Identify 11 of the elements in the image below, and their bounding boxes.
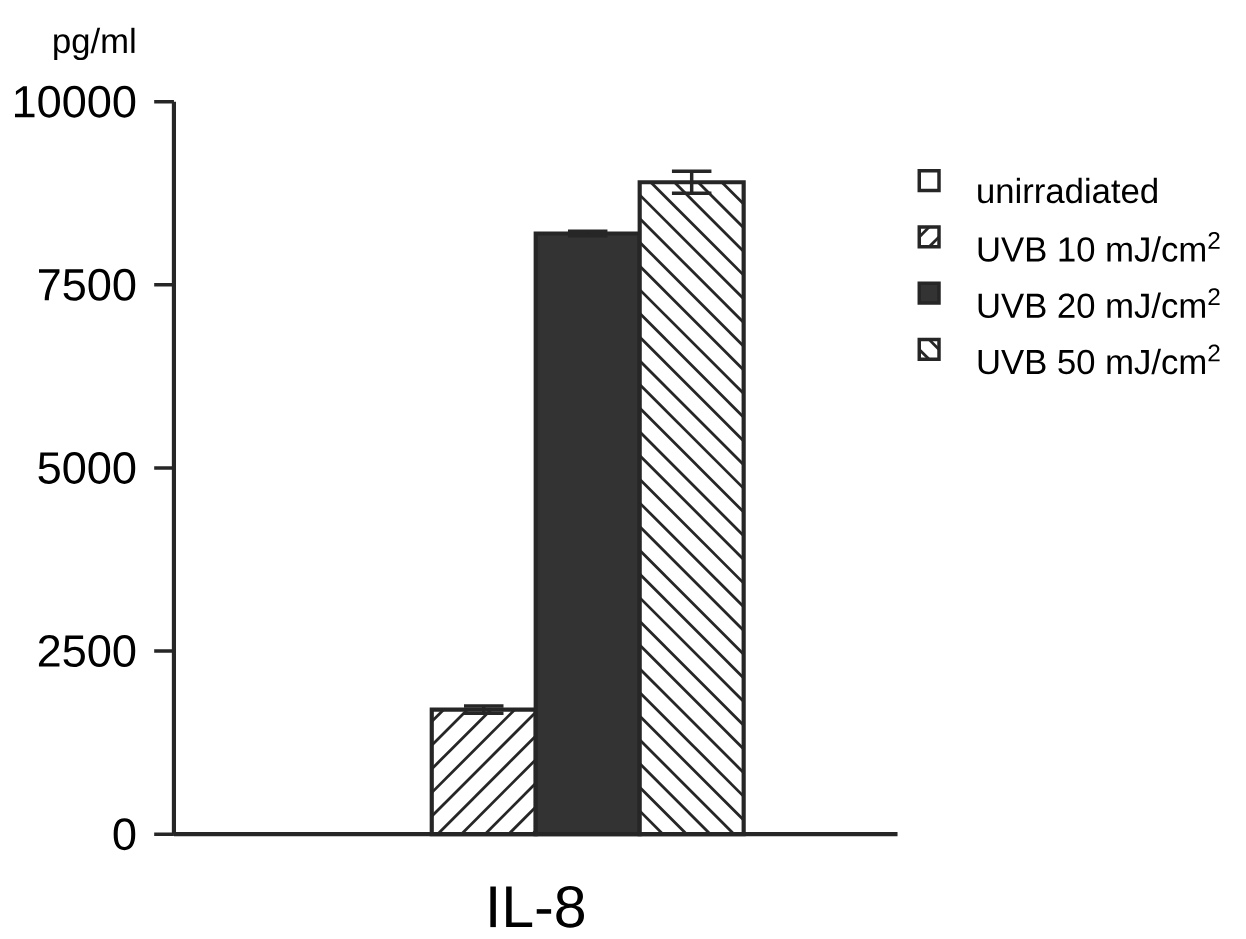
y-tick-label: 5000 [38,451,136,484]
legend-label: UVB 50 mJ/cm$^{2}$ [978,344,1220,375]
legend-label: UVB 20 mJ/cm$^{2}$ [978,288,1220,318]
legend-label: unirradiated [978,177,1157,204]
y-tick-label: 7500 [38,268,136,301]
legend-label: UVB 10 mJ/cm$^{2}$ [978,231,1220,262]
y-tick-label: 0 [113,818,136,851]
x-tick-label: IL-8 [490,885,584,928]
y-tick-label: 10000 [14,85,136,118]
y-tick-label: 2500 [38,634,136,667]
y-axis-title: pg/ml [54,27,135,60]
